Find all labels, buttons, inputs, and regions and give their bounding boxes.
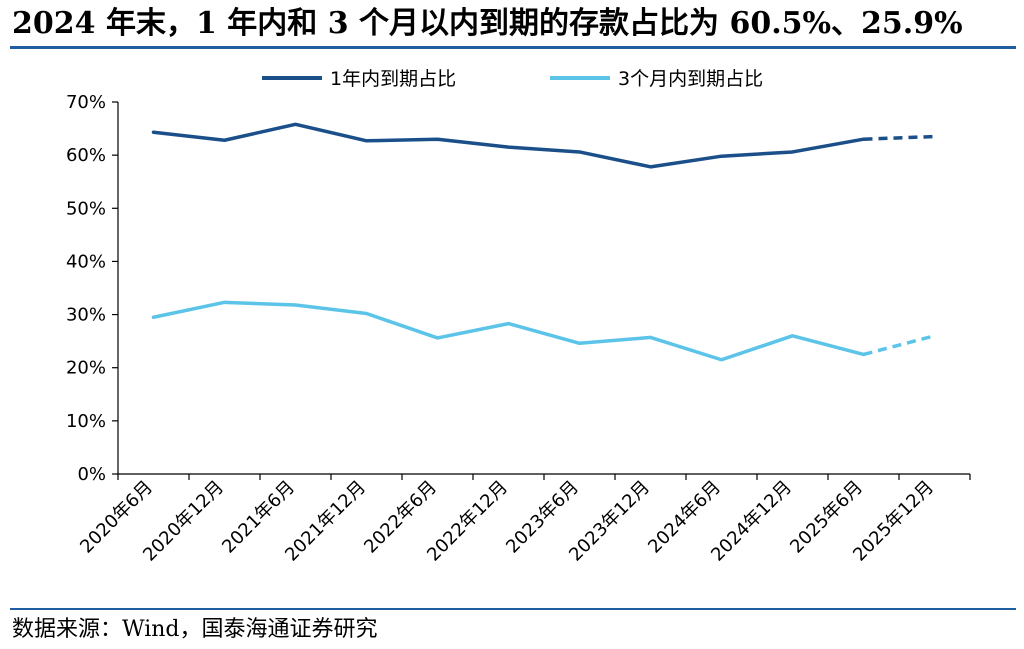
source-note: 数据来源：Wind，国泰海通证券研究 xyxy=(12,617,378,642)
series-forecast-line-2 xyxy=(863,334,935,357)
series-lines xyxy=(151,122,935,362)
legend-label-1: 1年内到期占比 xyxy=(330,68,456,90)
y-tick-label: 40% xyxy=(66,251,106,272)
y-tick-label: 30% xyxy=(66,305,106,326)
y-tick-label: 60% xyxy=(66,145,106,166)
title-rule xyxy=(10,46,1016,49)
y-tick-label: 10% xyxy=(66,411,106,432)
series-line-2 xyxy=(151,300,866,362)
y-tick-label: 70% xyxy=(66,92,106,113)
source-rule xyxy=(10,608,1016,610)
legend-label-2: 3个月内到期占比 xyxy=(618,68,763,90)
series-line-1 xyxy=(151,122,866,169)
y-tick-label: 20% xyxy=(66,358,106,379)
axes: 0%10%20%30%40%50%60%70%2020年6月2020年12月20… xyxy=(66,92,971,566)
legend: 1年内到期占比 3个月内到期占比 xyxy=(262,68,763,90)
y-tick-label: 50% xyxy=(66,198,106,219)
line-chart: 1年内到期占比 3个月内到期占比 0%10%20%30%40%50%60%70%2… xyxy=(66,68,971,566)
series-forecast-line-1 xyxy=(863,134,935,141)
chart-title: 2024 年末，1 年内和 3 个月以内到期的存款占比为 60.5%、25.9% xyxy=(12,6,963,41)
y-tick-label: 0% xyxy=(77,464,106,485)
